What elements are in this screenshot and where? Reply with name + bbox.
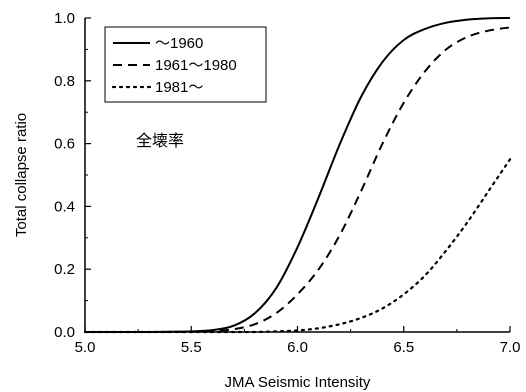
y-tick-label: 0.6 [54,136,75,153]
series-line-3 [83,158,512,334]
y-tick-label: 1.0 [54,10,75,27]
x-tick-label: 6.5 [393,339,414,356]
legend-label-1: ～1960 [155,35,203,52]
legend-label-2: 1961～1980 [155,57,237,74]
y-tick-label: 0.0 [54,324,75,341]
x-tick-label: 5.0 [75,339,96,356]
x-tick-label: 6.0 [287,339,308,356]
series-line-2 [85,26,511,334]
y-axis-title: Total collapse ratio [13,113,30,237]
legend-label-3: 1981～ [155,79,203,96]
series-lines [83,17,512,334]
legend: ～1960 1961～1980 1981～ [104,26,267,103]
y-tick-label: 0.4 [54,198,75,215]
x-tick-label: 7.0 [500,339,521,356]
y-tick-label: 0.8 [54,73,75,90]
x-axis-title: JMA Seismic Intensity [225,374,371,391]
x-tick-label: 5.5 [181,339,202,356]
chart-annotation: 全壊率 [136,131,184,150]
y-tick-label: 0.2 [54,261,75,278]
